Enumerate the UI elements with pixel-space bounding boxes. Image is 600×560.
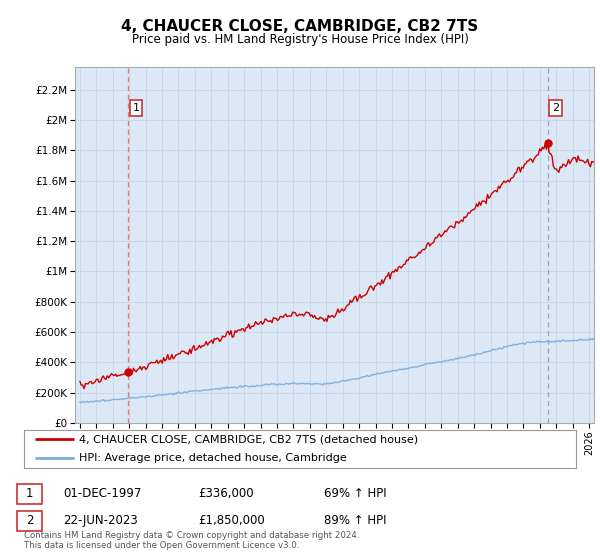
Text: £1,850,000: £1,850,000 [198, 514, 265, 528]
Text: Contains HM Land Registry data © Crown copyright and database right 2024.
This d: Contains HM Land Registry data © Crown c… [24, 530, 359, 550]
Text: 4, CHAUCER CLOSE, CAMBRIDGE, CB2 7TS: 4, CHAUCER CLOSE, CAMBRIDGE, CB2 7TS [121, 20, 479, 34]
Text: 1: 1 [133, 103, 140, 113]
Text: Price paid vs. HM Land Registry's House Price Index (HPI): Price paid vs. HM Land Registry's House … [131, 32, 469, 46]
Text: HPI: Average price, detached house, Cambridge: HPI: Average price, detached house, Camb… [79, 453, 347, 463]
Text: 89% ↑ HPI: 89% ↑ HPI [324, 514, 386, 528]
Text: £336,000: £336,000 [198, 487, 254, 501]
Text: 69% ↑ HPI: 69% ↑ HPI [324, 487, 386, 501]
Text: 2: 2 [552, 103, 559, 113]
Text: 01-DEC-1997: 01-DEC-1997 [63, 487, 142, 501]
Text: 22-JUN-2023: 22-JUN-2023 [63, 514, 138, 528]
Text: 2: 2 [26, 514, 33, 528]
Text: 4, CHAUCER CLOSE, CAMBRIDGE, CB2 7TS (detached house): 4, CHAUCER CLOSE, CAMBRIDGE, CB2 7TS (de… [79, 434, 418, 444]
Text: 1: 1 [26, 487, 33, 501]
